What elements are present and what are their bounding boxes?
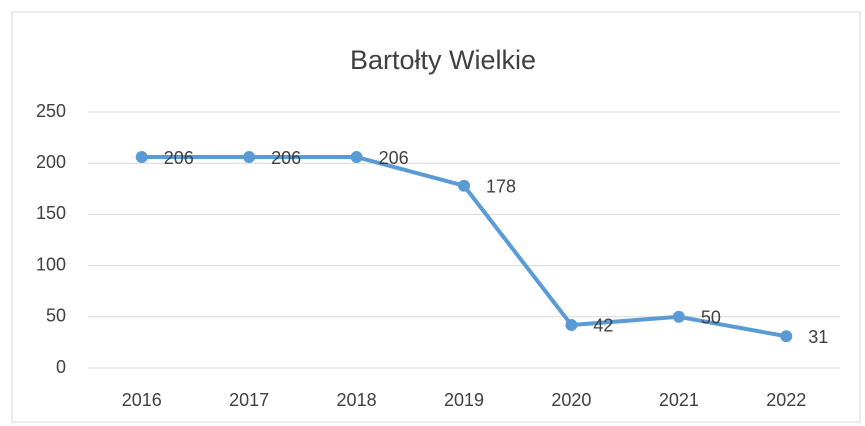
x-tick-label: 2016 [122, 390, 162, 410]
data-label: 178 [486, 176, 516, 196]
x-tick-label: 2021 [659, 390, 699, 410]
x-tick-label: 2022 [766, 390, 806, 410]
point [458, 179, 470, 192]
chart-title: Bartołty Wielkie [350, 45, 536, 75]
point [780, 330, 793, 343]
point [243, 151, 256, 164]
point [565, 318, 578, 331]
data-label: 50 [701, 308, 721, 328]
data-label: 206 [271, 148, 301, 168]
data-label: 206 [379, 148, 409, 168]
point [672, 310, 685, 323]
data-label: 206 [164, 148, 194, 168]
point [350, 151, 363, 164]
y-tick-label: 200 [36, 152, 66, 172]
data-label: 42 [593, 316, 613, 336]
y-tick-label: 250 [36, 101, 66, 121]
x-tick-label: 2018 [337, 390, 377, 410]
x-tick-label: 2017 [229, 390, 269, 410]
y-tick-label: 50 [46, 306, 66, 326]
x-tick-label: 2020 [551, 390, 591, 410]
x-tick-label: 2019 [444, 390, 484, 410]
y-tick-label: 150 [36, 203, 66, 223]
chart-border [11, 11, 861, 423]
data-label: 31 [808, 327, 828, 347]
y-tick-label: 100 [36, 254, 66, 274]
point [135, 151, 148, 164]
y-tick-label: 0 [56, 357, 66, 377]
